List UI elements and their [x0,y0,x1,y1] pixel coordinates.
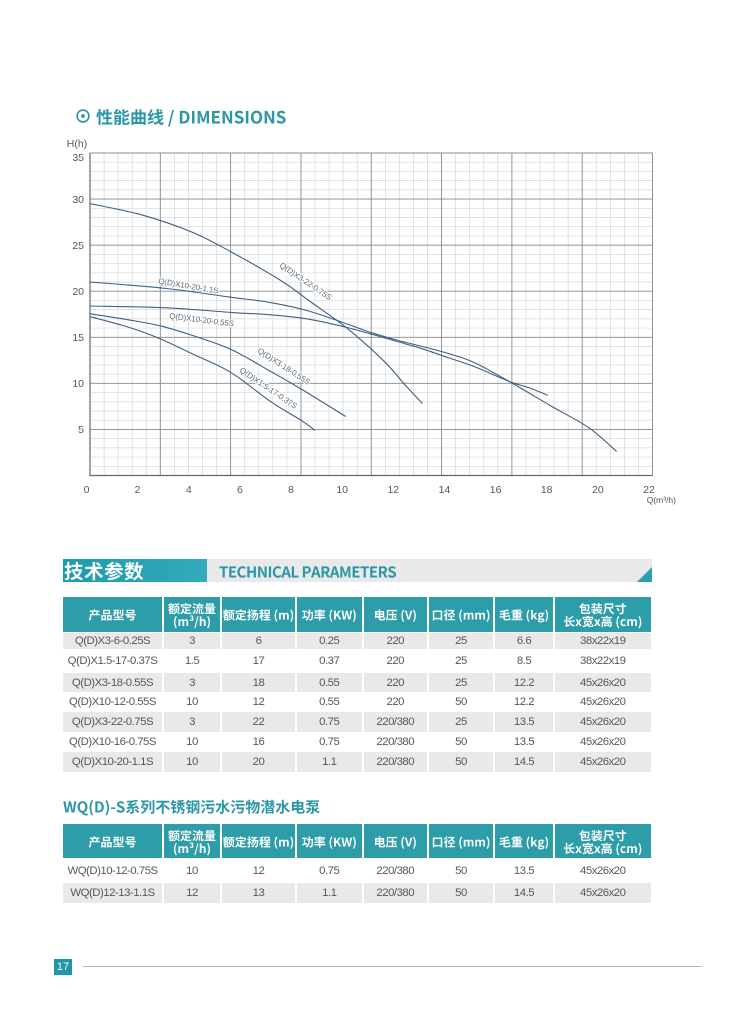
svg-text:30: 30 [72,194,84,206]
svg-text:5: 5 [78,424,84,436]
svg-text:14: 14 [439,484,451,496]
svg-text:2: 2 [135,484,141,496]
svg-text:Q(m³/h): Q(m³/h) [647,495,676,505]
svg-text:35: 35 [72,152,84,164]
svg-text:20: 20 [592,484,604,496]
svg-text:12: 12 [387,484,399,496]
svg-text:25: 25 [72,240,84,252]
svg-text:20: 20 [72,286,84,298]
svg-text:8: 8 [288,484,294,496]
svg-text:Q(D)X10-20-0.55S: Q(D)X10-20-0.55S [169,312,235,329]
svg-text:H(h): H(h) [67,138,87,150]
svg-text:0: 0 [84,484,90,496]
svg-text:10: 10 [336,484,348,496]
svg-text:18: 18 [541,484,553,496]
svg-text:Q(D)X3-22-0.75S: Q(D)X3-22-0.75S [278,261,333,302]
svg-text:6: 6 [237,484,243,496]
svg-text:16: 16 [490,484,502,496]
svg-text:10: 10 [72,378,84,390]
svg-text:4: 4 [186,484,192,496]
svg-text:15: 15 [72,332,84,344]
svg-text:22: 22 [643,484,655,496]
